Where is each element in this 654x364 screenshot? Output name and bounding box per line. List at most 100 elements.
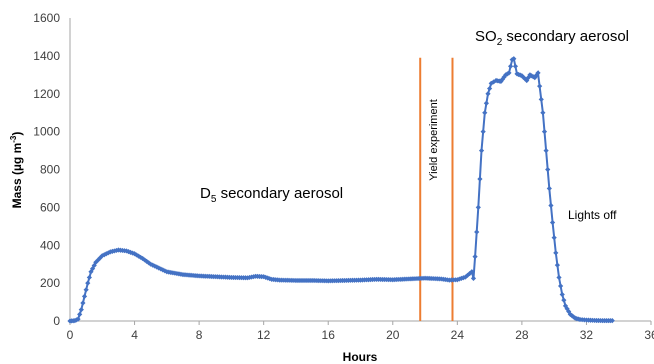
data-point-marker (545, 166, 551, 173)
so2-annotation-rest: secondary aerosol (502, 28, 629, 45)
data-point-marker (540, 110, 546, 116)
x-tick-label: 8 (196, 328, 203, 342)
d5-annotation-main: D (200, 185, 211, 202)
data-point-marker (86, 274, 92, 281)
y-tick-label: 1600 (33, 11, 60, 25)
data-point-marker (135, 253, 142, 259)
data-point-marker (140, 255, 146, 262)
so2-annotation-main: SO (475, 28, 497, 45)
yield-experiment-annotation: Yield experiment (428, 99, 440, 181)
data-point-marker (488, 80, 494, 86)
data-point-marker (77, 311, 83, 317)
data-point-marker (469, 269, 475, 275)
data-point-marker (483, 100, 489, 106)
data-point-marker (609, 318, 615, 324)
data-point-marker (133, 252, 140, 258)
x-tick-label: 20 (386, 328, 400, 342)
x-tick-label: 32 (580, 328, 594, 342)
y-tick-labels: 0 200 400 600 800 1000 1200 1400 1600 (33, 11, 60, 328)
data-point-marker (561, 297, 567, 303)
y-tick-label: 1200 (33, 87, 60, 101)
data-point-marker (91, 262, 97, 269)
so2-annotation-sub: 2 (497, 37, 503, 48)
data-point-marker (144, 258, 150, 264)
data-point-marker (78, 307, 84, 313)
y-tick-label: 200 (40, 276, 60, 290)
data-point-marker (95, 257, 101, 263)
data-point-marker (512, 63, 519, 69)
data-point-marker (543, 147, 549, 154)
d5-annotation-rest: secondary aerosol (216, 185, 343, 202)
data-point-marker (559, 291, 565, 298)
axes (69, 18, 651, 322)
data-point-marker (474, 229, 480, 235)
y-tick-label: 800 (40, 163, 60, 177)
data-point-marker (160, 267, 166, 273)
data-point-marker (546, 185, 552, 192)
data-point-marker (460, 275, 466, 281)
data-point-marker (475, 204, 481, 210)
data-point-marker (80, 300, 86, 306)
x-tick-label: 24 (451, 328, 465, 342)
data-point-marker (156, 265, 162, 271)
data-point-marker (261, 274, 267, 280)
data-point-marker (103, 251, 109, 257)
data-point-marker (553, 250, 559, 256)
data-point-marker (507, 63, 514, 69)
data-point-marker (472, 254, 478, 260)
y-tick-label: 0 (53, 314, 60, 328)
data-point-marker (485, 91, 491, 97)
data-point-marker (551, 235, 557, 241)
x-tick-label: 4 (131, 328, 138, 342)
data-point-marker (541, 129, 548, 135)
so2-annotation: SO2 secondary aerosol (475, 28, 629, 48)
data-point-marker (548, 202, 554, 209)
series-markers (67, 56, 615, 324)
x-tick-label: 0 (67, 328, 74, 342)
data-point-marker (525, 75, 531, 81)
y-axis-title-sup: -3 (9, 135, 18, 143)
y-axis-title-close: ) (10, 132, 24, 136)
data-point-marker (491, 79, 497, 85)
data-point-marker (162, 268, 168, 274)
data-point-marker (85, 280, 91, 286)
data-point-marker (89, 266, 96, 272)
data-point-marker (138, 254, 144, 260)
data-point-marker (549, 219, 556, 226)
y-axis-title: Mass (µg m-3) (9, 132, 24, 209)
data-point-marker (522, 76, 528, 82)
data-point-marker (533, 72, 540, 78)
data-point-marker (532, 75, 538, 81)
data-point-marker (535, 70, 541, 76)
data-point-marker (506, 70, 512, 76)
d5-annotation-sub: 5 (211, 194, 217, 205)
data-point-marker (570, 314, 577, 320)
x-tick-label: 28 (515, 328, 529, 342)
data-point-marker (88, 269, 94, 275)
data-point-marker (558, 283, 564, 289)
x-tick-labels: 0 4 8 12 16 20 24 28 32 36 (67, 321, 654, 342)
data-point-marker (556, 274, 562, 281)
data-point-marker (265, 275, 271, 281)
data-point-marker (83, 287, 89, 293)
data-point-marker (93, 259, 99, 265)
data-point-marker (538, 96, 544, 103)
data-point-marker (487, 85, 493, 92)
lights-off-annotation: Lights off (568, 208, 617, 222)
data-point-marker (569, 313, 575, 319)
data-point-marker (478, 147, 485, 154)
data-point-marker (81, 293, 88, 299)
d5-annotation: D5 secondary aerosol (200, 185, 343, 205)
data-point-marker (511, 56, 517, 62)
data-point-marker (566, 308, 572, 315)
data-point-marker (482, 110, 488, 116)
data-point-marker (146, 260, 152, 266)
data-point-marker (562, 303, 569, 309)
y-tick-label: 1400 (33, 49, 60, 63)
data-point-marker (480, 129, 486, 135)
y-axis-title-main: Mass (µg m (10, 143, 24, 209)
x-tick-label: 12 (257, 328, 271, 342)
data-point-marker (537, 83, 543, 89)
y-tick-label: 1000 (33, 125, 60, 139)
